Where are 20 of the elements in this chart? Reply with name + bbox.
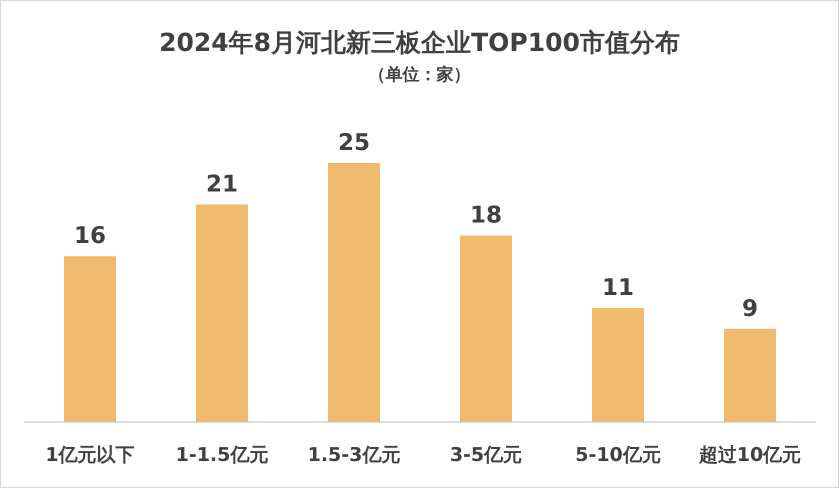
data-label: 21 xyxy=(206,171,238,198)
chart-title: 2024年8月河北新三板企业TOP100市值分布 xyxy=(159,28,680,57)
bar xyxy=(64,256,116,422)
x-tick-label: 超过10亿元 xyxy=(698,444,802,466)
data-label: 16 xyxy=(74,223,106,250)
bar xyxy=(196,204,248,422)
x-tick-label: 1-1.5亿元 xyxy=(176,444,268,466)
bar xyxy=(724,328,776,422)
x-tick-label: 3-5亿元 xyxy=(450,444,522,466)
bar xyxy=(460,236,512,422)
x-tick-label: 1亿元以下 xyxy=(45,444,135,466)
x-tick-label: 5-10亿元 xyxy=(575,444,661,466)
bar xyxy=(592,308,644,422)
data-label: 25 xyxy=(338,130,370,156)
chart-subtitle: （单位：家） xyxy=(368,65,470,85)
data-label: 9 xyxy=(742,296,758,322)
data-label: 11 xyxy=(602,275,634,302)
bar xyxy=(328,163,380,422)
x-tick-label: 1.5-3亿元 xyxy=(308,444,400,466)
data-label: 18 xyxy=(470,202,502,229)
